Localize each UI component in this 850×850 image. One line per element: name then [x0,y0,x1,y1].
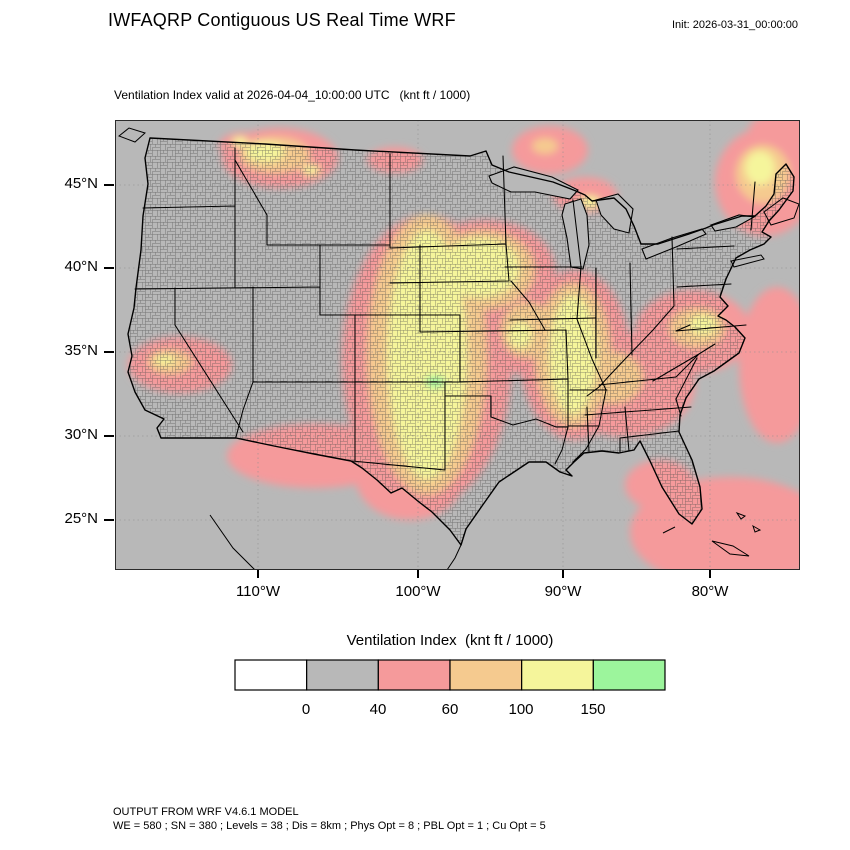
colorbar-swatch [306,659,379,691]
lon-tick [257,570,259,578]
lon-tick-label: 90°W [544,583,582,600]
state-borders [134,147,756,471]
lon-tick-label: 100°W [395,583,441,600]
footer-config-line: WE = 580 ; SN = 380 ; Levels = 38 ; Dis … [113,820,546,832]
footer-model-line: OUTPUT FROM WRF V4.6.1 MODEL [113,806,299,818]
plot-title: IWFAQRP Contiguous US Real Time WRF [108,10,456,30]
colorbar-swatch [592,659,666,691]
colorbar-tick-label: 40 [369,701,387,718]
colorbar-swatch [377,659,451,691]
lon-tick [417,570,419,578]
colorbar-tick-label: 150 [580,701,606,718]
map-subtitle: Ventilation Index valid at 2026-04-04_10… [114,88,471,102]
legend-title: Ventilation Index (knt ft / 1000) [346,632,554,649]
lon-tick [709,570,711,578]
init-timestamp: Init: 2026-03-31_00:00:00 [672,19,798,31]
lat-tick [104,267,114,269]
lon-tick [562,570,564,578]
lon-tick-label: 110°W [235,583,281,600]
lat-tick-label: 35°N [64,342,98,359]
lat-tick-label: 25°N [64,510,98,527]
lat-tick-label: 40°N [64,258,98,275]
colorbar-tick-label: 60 [441,701,459,718]
lon-tick-label: 80°W [691,583,729,600]
colorbar-tick-label: 0 [301,701,311,718]
colorbar-swatch [521,659,594,691]
lat-tick [104,184,114,186]
map-frame-border [115,120,800,570]
foreign-coastlines [118,127,800,570]
lat-tick [104,351,114,353]
colorbar-tick-label: 100 [508,701,534,718]
lat-tick-label: 45°N [64,175,98,192]
lat-tick [104,519,114,521]
lat-tick [104,435,114,437]
lat-tick-label: 30°N [64,426,98,443]
map-canvas [115,120,800,570]
colorbar-swatch [234,659,308,691]
colorbar-swatch [449,659,523,691]
colorbar [234,659,666,691]
